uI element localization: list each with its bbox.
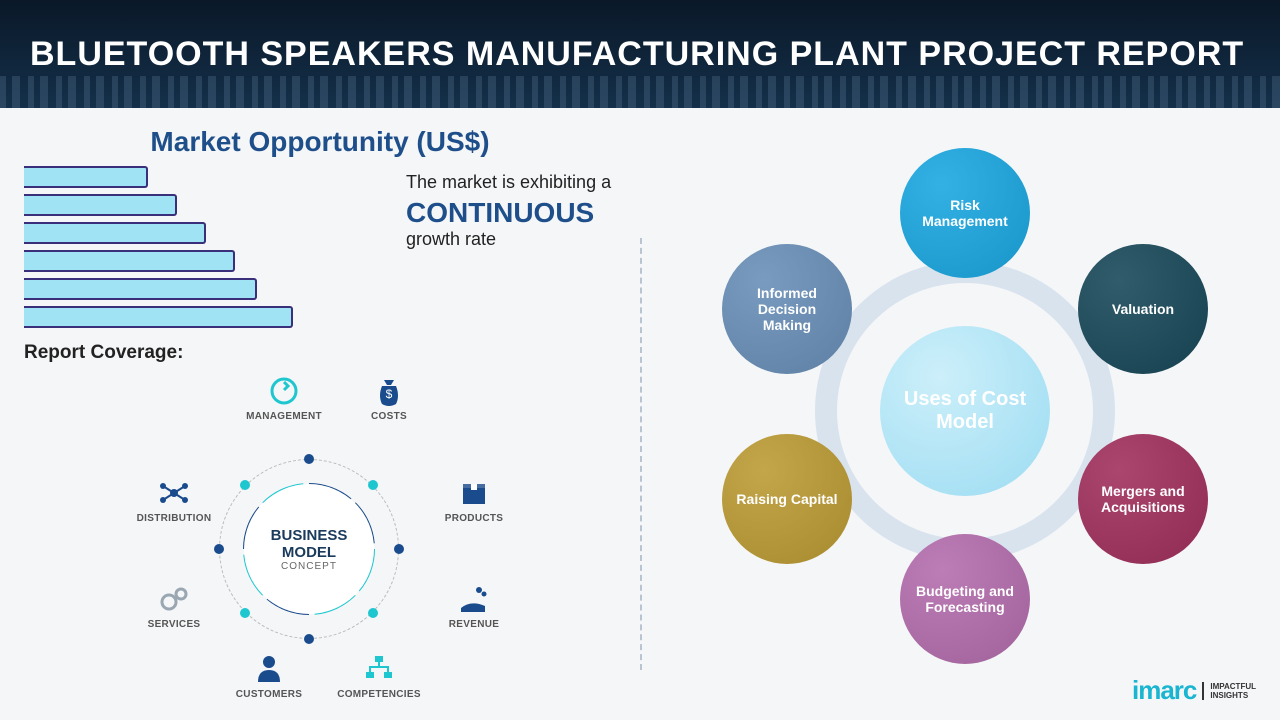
bm-item-management: MANAGEMENT <box>229 374 339 422</box>
bm-center: BUSINESS MODEL CONCEPT <box>244 484 374 614</box>
market-chart-area: The market is exhibiting a CONTINUOUS gr… <box>24 166 616 328</box>
network-icon <box>157 476 191 510</box>
content-area: Market Opportunity (US$) The market is e… <box>0 108 1280 720</box>
bm-item-revenue: REVENUE <box>419 582 529 630</box>
bm-item-label: PRODUCTS <box>445 513 504 524</box>
page-title: BLUETOOTH SPEAKERS MANUFACTURING PLANT P… <box>30 35 1244 74</box>
market-opportunity-title: Market Opportunity (US$) <box>24 126 616 158</box>
skyline-deco <box>0 76 1280 108</box>
refresh-icon <box>267 374 301 408</box>
bm-item-competencies: COMPETENCIES <box>324 652 434 700</box>
uses-center: Uses of Cost Model <box>880 326 1050 496</box>
bar <box>24 250 235 272</box>
bm-item-label: SERVICES <box>148 619 201 630</box>
uses-node: Risk Management <box>900 148 1030 278</box>
bm-item-label: MANAGEMENT <box>246 411 322 422</box>
org-icon <box>362 652 396 686</box>
bar <box>24 278 257 300</box>
uses-diagram: Uses of Cost Model Risk Management Valuat… <box>660 126 1260 686</box>
bm-center-line3: CONCEPT <box>281 561 337 572</box>
bm-item-customers: CUSTOMERS <box>214 652 324 700</box>
uses-node: Budgeting and Forecasting <box>900 534 1030 664</box>
box-icon <box>457 476 491 510</box>
bm-dot <box>304 454 314 464</box>
report-coverage-label: Report Coverage: <box>24 342 616 364</box>
bm-center-line2: MODEL <box>282 544 336 561</box>
gears-icon <box>157 582 191 616</box>
bm-item-costs: $ COSTS <box>334 374 444 422</box>
hand-coins-icon <box>457 582 491 616</box>
brand-logo: imarc IMPACTFUL INSIGHTS <box>1132 675 1256 706</box>
bm-item-distribution: DISTRIBUTION <box>119 476 229 524</box>
bm-item-products: PRODUCTS <box>419 476 529 524</box>
right-panel: Uses of Cost Model Risk Management Valuat… <box>640 108 1280 720</box>
bm-center-line1: BUSINESS <box>271 527 348 544</box>
svg-text:$: $ <box>386 387 393 401</box>
person-icon <box>252 652 286 686</box>
bm-dot <box>240 608 250 618</box>
brand-word: imarc <box>1132 675 1196 706</box>
bm-dot <box>368 608 378 618</box>
bm-dot <box>214 544 224 554</box>
bar <box>24 222 206 244</box>
money-bag-icon: $ <box>372 374 406 408</box>
bm-item-services: SERVICES <box>119 582 229 630</box>
bm-item-label: REVENUE <box>449 619 499 630</box>
brand-sub2: INSIGHTS <box>1210 691 1256 700</box>
bm-item-label: COSTS <box>371 411 407 422</box>
bar-chart <box>24 166 388 328</box>
bm-dot <box>394 544 404 554</box>
left-panel: Market Opportunity (US$) The market is e… <box>0 108 640 720</box>
brand-sub: IMPACTFUL INSIGHTS <box>1202 682 1256 700</box>
uses-node: Valuation <box>1078 244 1208 374</box>
growth-text: The market is exhibiting a CONTINUOUS gr… <box>406 166 616 328</box>
bm-dot <box>368 480 378 490</box>
bar <box>24 194 177 216</box>
bm-item-label: COMPETENCIES <box>337 689 421 700</box>
uses-node: Raising Capital <box>722 434 852 564</box>
bar <box>24 166 148 188</box>
bar <box>24 306 293 328</box>
bm-item-label: DISTRIBUTION <box>137 513 212 524</box>
brand-sub1: IMPACTFUL <box>1210 682 1256 691</box>
bm-dot <box>304 634 314 644</box>
growth-line3: growth rate <box>406 229 616 250</box>
business-model-diagram: BUSINESS MODEL CONCEPT MANAGEMENT $ COSTS P… <box>24 364 616 694</box>
growth-highlight: CONTINUOUS <box>406 197 616 229</box>
bm-item-label: CUSTOMERS <box>236 689 302 700</box>
header-bar: BLUETOOTH SPEAKERS MANUFACTURING PLANT P… <box>0 0 1280 108</box>
uses-node: Informed Decision Making <box>722 244 852 374</box>
growth-line1: The market is exhibiting a <box>406 172 616 193</box>
uses-node: Mergers and Acquisitions <box>1078 434 1208 564</box>
